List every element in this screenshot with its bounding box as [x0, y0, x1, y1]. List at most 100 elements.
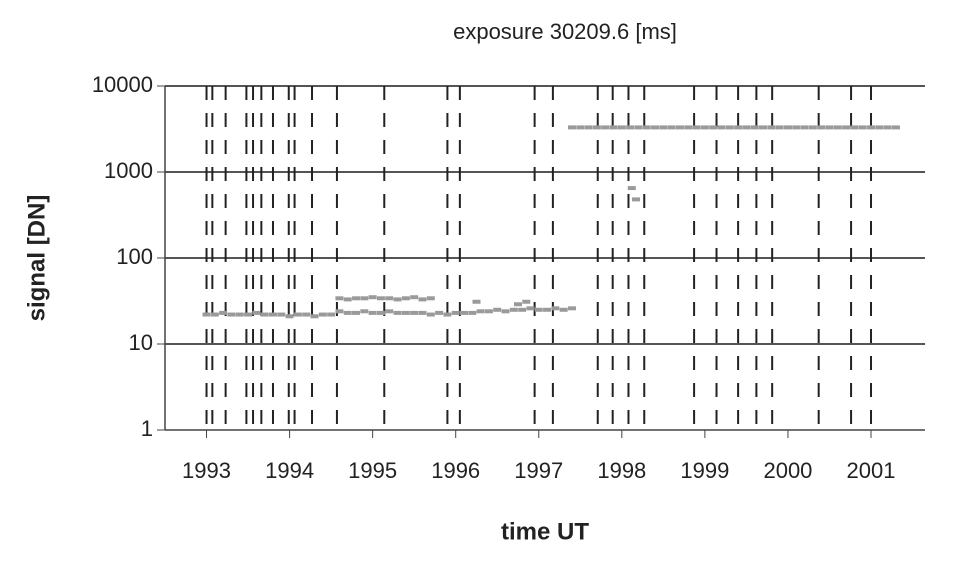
point: [210, 312, 219, 317]
point: [891, 125, 900, 130]
point: [601, 125, 610, 130]
point: [759, 125, 768, 130]
point: [767, 125, 776, 130]
point: [393, 310, 402, 315]
point: [659, 125, 668, 130]
point: [472, 299, 481, 304]
y-tick-label: 1: [141, 416, 153, 441]
point: [717, 125, 726, 130]
point: [559, 307, 568, 312]
point: [235, 312, 244, 317]
point: [627, 186, 636, 191]
point: [833, 125, 842, 130]
point: [576, 125, 585, 130]
point: [534, 307, 543, 312]
point: [451, 310, 460, 315]
point: [393, 297, 402, 302]
point: [867, 125, 876, 130]
point: [418, 297, 427, 302]
y-tick-label: 100: [116, 244, 153, 269]
point: [493, 307, 502, 312]
point: [808, 125, 817, 130]
point: [551, 306, 560, 311]
point: [476, 309, 485, 314]
point: [318, 312, 327, 317]
x-axis-label: time UT: [501, 518, 589, 545]
y-tick-label: 10000: [92, 72, 153, 97]
point: [750, 125, 759, 130]
point: [567, 125, 576, 130]
point: [352, 296, 361, 301]
point: [783, 125, 792, 130]
point: [376, 310, 385, 315]
point: [401, 296, 410, 301]
point: [684, 125, 693, 130]
point: [418, 310, 427, 315]
x-tick-label: 1998: [597, 458, 646, 483]
point: [293, 312, 302, 317]
point: [609, 125, 618, 130]
point: [335, 296, 344, 301]
point: [401, 310, 410, 315]
x-tick-label: 1995: [348, 458, 397, 483]
point: [709, 125, 718, 130]
point: [667, 125, 676, 130]
point: [800, 125, 809, 130]
y-tick-label: 1000: [104, 158, 153, 183]
point: [792, 125, 801, 130]
point: [626, 125, 635, 130]
point: [360, 296, 369, 301]
point: [592, 125, 601, 130]
point: [268, 312, 277, 317]
point: [825, 125, 834, 130]
point: [327, 312, 336, 317]
point: [526, 306, 535, 311]
point: [368, 295, 377, 300]
y-tick-label: 10: [129, 330, 153, 355]
point: [501, 309, 510, 314]
point: [410, 310, 419, 315]
point: [634, 125, 643, 130]
point: [360, 309, 369, 314]
point: [675, 125, 684, 130]
x-tick-label: 1999: [680, 458, 729, 483]
point: [277, 312, 286, 317]
chart-title: exposure 30209.6 [ms]: [453, 19, 677, 44]
point: [352, 310, 361, 315]
point: [584, 125, 593, 130]
point: [376, 296, 385, 301]
point: [260, 312, 269, 317]
point: [244, 312, 253, 317]
point: [219, 310, 228, 315]
point: [651, 125, 660, 130]
point: [468, 310, 477, 315]
y-axis-label: signal [DN]: [23, 195, 50, 322]
point: [742, 125, 751, 130]
point: [335, 309, 344, 314]
point: [227, 312, 236, 317]
point: [410, 295, 419, 300]
x-tick-label: 1994: [265, 458, 314, 483]
point: [202, 312, 211, 317]
point: [518, 307, 527, 312]
point: [700, 125, 709, 130]
point: [385, 309, 394, 314]
point: [883, 125, 892, 130]
x-tick-label: 1993: [182, 458, 231, 483]
point: [252, 310, 261, 315]
x-tick-label: 2001: [847, 458, 896, 483]
point: [385, 296, 394, 301]
point: [514, 302, 523, 307]
point: [484, 309, 493, 314]
point: [522, 299, 531, 304]
point: [543, 307, 552, 312]
point: [310, 314, 319, 319]
point: [426, 312, 435, 317]
point: [343, 310, 352, 315]
point: [460, 310, 469, 315]
point: [435, 310, 444, 315]
point: [368, 310, 377, 315]
point: [302, 312, 311, 317]
point: [642, 125, 651, 130]
